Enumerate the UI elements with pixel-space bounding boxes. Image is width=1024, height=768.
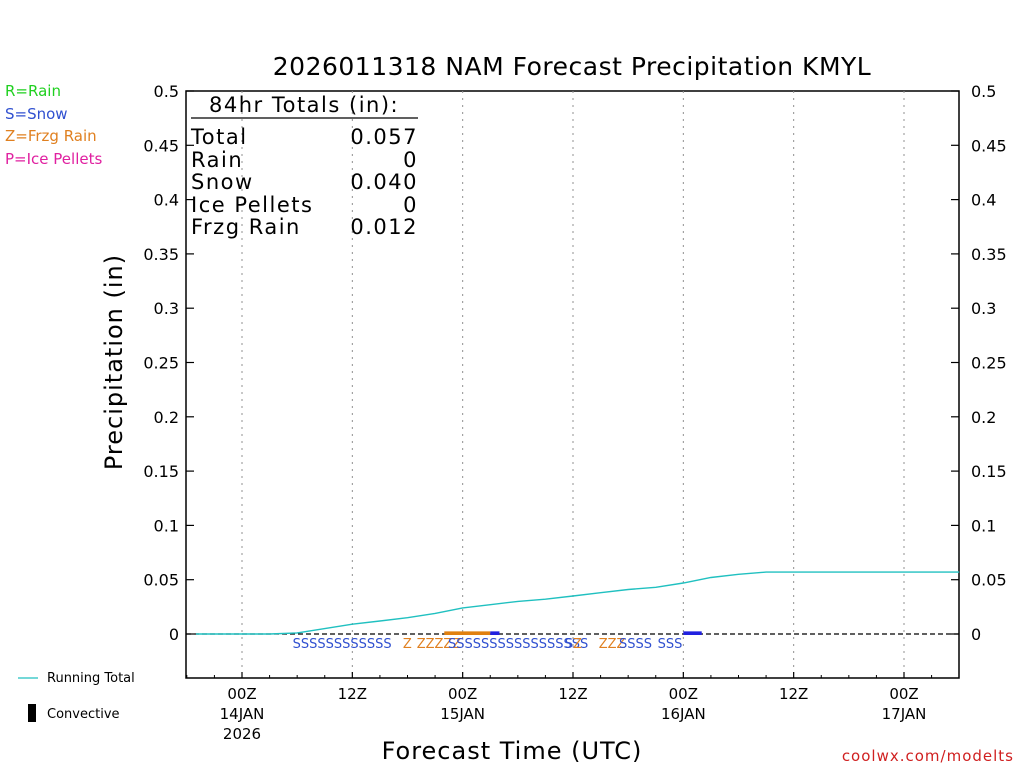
y-tick-label-left: 0.05 — [143, 571, 179, 590]
totals-value-ice: 0 — [403, 193, 418, 217]
y-tick-label-left: 0.25 — [143, 354, 179, 373]
convective-swatch — [28, 704, 36, 722]
y-tick-label-left: 0.3 — [154, 299, 179, 318]
x-tick-label-time: 12Z — [779, 685, 808, 703]
y-tick-label-left: 0.1 — [154, 516, 179, 535]
y-axis-label: Precipitation (in) — [100, 254, 128, 470]
y-tick-label-right: 0.2 — [971, 408, 996, 427]
x-tick-label-time: 12Z — [558, 685, 587, 703]
x-tick-label-date: 14JAN — [220, 705, 265, 723]
x-axis-ticks: 00Z 14JAN 2026 12Z 00Z 15JAN 12Z 00Z 16JAN 12Z 00Z… — [186, 672, 933, 743]
precip-type-run: Z — [403, 637, 412, 652]
totals-label-ice: Ice Pellets — [191, 193, 313, 217]
y-tick-label-right: 0.5 — [971, 82, 996, 101]
y-tick-label-right: 0.3 — [971, 299, 996, 318]
x-gridlines — [241, 91, 905, 678]
y-tick-label-left: 0.15 — [143, 462, 179, 481]
convective-bar — [683, 631, 702, 635]
x-tick-label-time: 12Z — [338, 685, 367, 703]
totals-value-rain: 0 — [403, 148, 418, 172]
precip-type-run: Z — [573, 637, 582, 652]
x-tick-label-time: 00Z — [448, 685, 477, 703]
totals-label-total: Total — [190, 125, 248, 149]
x-tick-label-date: 16JAN — [661, 705, 706, 723]
x-axis-label: Forecast Time (UTC) — [382, 737, 643, 765]
y-tick-label-right: 0.05 — [971, 571, 1007, 590]
precip-type-run: SSSS — [619, 637, 652, 652]
y-axis-ticks: 0 0 0.05 0.05 0.1 0.1 0.15 0.15 0.2 0.2 0.25 0.25 0.… — [143, 82, 1006, 644]
y-tick-label-right: 0.35 — [971, 245, 1007, 264]
precip-type-run: SSSSSSSSSSSS — [293, 637, 392, 652]
y-tick-label-left: 0.35 — [143, 245, 179, 264]
precip-type-run: SSSSSSSSSSSSSSSSS — [448, 637, 588, 652]
x-tick-label-time: 00Z — [227, 685, 256, 703]
precip-type-run: S — [565, 637, 573, 652]
source-credit: coolwx.com/modelts — [842, 747, 1014, 765]
totals-value-total: 0.057 — [350, 125, 418, 149]
running-total-series — [196, 571, 960, 635]
y-tick-label-left: 0.2 — [154, 408, 179, 427]
x-tick-label-date: 17JAN — [882, 705, 927, 723]
chart-title: 2026011318 NAM Forecast Precipitation KM… — [273, 52, 871, 81]
legend-frzg: Z=Frzg Rain — [5, 127, 97, 145]
y-tick-label-left: 0.5 — [154, 82, 179, 101]
totals-label-snow: Snow — [191, 170, 254, 194]
legend-rain: R=Rain — [5, 82, 61, 100]
precip-type-run: ZZZZZ — [417, 637, 462, 652]
totals-header: 84hr Totals (in): — [209, 93, 399, 117]
totals-value-frzg: 0.012 — [350, 215, 418, 239]
totals-box: 84hr Totals (in): Total 0.057 Rain 0 Sno… — [190, 93, 418, 239]
precip-type-run: ZZZ — [599, 637, 626, 652]
y-tick-label-right: 0.25 — [971, 354, 1007, 373]
precip-type-run: SSS — [658, 637, 683, 652]
y-tick-label-right: 0.45 — [971, 136, 1007, 155]
convective-bar — [444, 631, 491, 635]
y-tick-label-left: 0.4 — [154, 191, 179, 210]
y-tick-label-right: 0.4 — [971, 191, 996, 210]
y-tick-label-right: 0 — [971, 625, 981, 644]
legend-ice: P=Ice Pellets — [5, 150, 102, 168]
x-tick-label-time: 00Z — [669, 685, 698, 703]
totals-value-snow: 0.040 — [350, 170, 418, 194]
totals-label-frzg: Frzg Rain — [191, 215, 301, 239]
totals-label-rain: Rain — [191, 148, 243, 172]
convective-bars — [444, 631, 702, 635]
legend-convective: Convective — [47, 707, 120, 722]
x-tick-label-year: 2026 — [223, 725, 261, 743]
y-tick-label-right: 0.1 — [971, 516, 996, 535]
legend-snow: S=Snow — [5, 105, 68, 123]
y-tick-label-left: 0.45 — [143, 136, 179, 155]
running-total-line — [196, 571, 960, 635]
x-tick-label-time: 00Z — [889, 685, 918, 703]
y-tick-label-left: 0 — [169, 625, 179, 644]
series-legend: Running Total Convective — [18, 671, 135, 722]
convective-bar — [490, 631, 500, 635]
x-tick-label-date: 15JAN — [440, 705, 485, 723]
precip-type-legend: R=Rain S=Snow Z=Frzg Rain P=Ice Pellets — [5, 82, 102, 168]
y-tick-label-right: 0.15 — [971, 462, 1007, 481]
legend-running-total: Running Total — [47, 671, 135, 686]
